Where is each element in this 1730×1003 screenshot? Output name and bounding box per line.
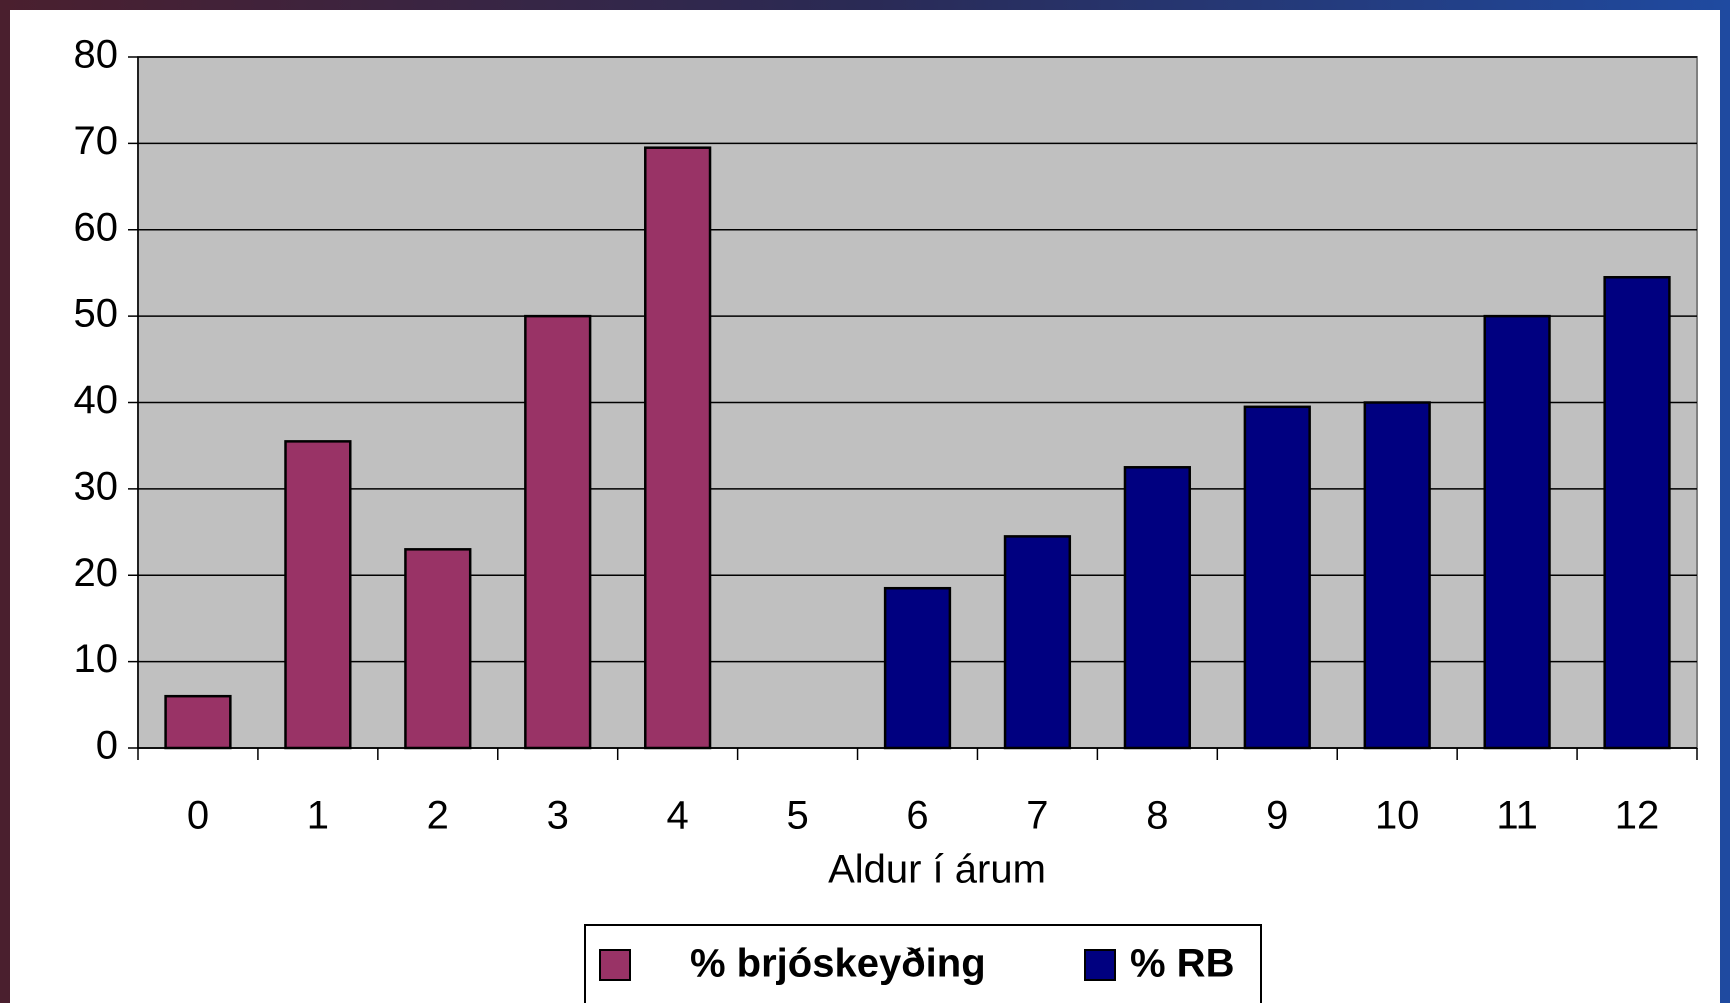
- x-tick-label: 9: [1266, 794, 1288, 838]
- legend-swatch: [599, 949, 631, 981]
- x-tick-label: 0: [187, 794, 209, 838]
- x-tick-label: 7: [1026, 794, 1048, 838]
- x-tick-label: 12: [1615, 794, 1660, 838]
- y-tick-label: 50: [74, 292, 119, 336]
- x-tick-label: 6: [906, 794, 928, 838]
- y-tick-label: 80: [74, 33, 119, 77]
- bar: [1483, 314, 1551, 750]
- x-tick-label: 11: [1496, 794, 1538, 838]
- x-tick-label: 8: [1146, 794, 1168, 838]
- y-tick-label: 70: [74, 119, 119, 163]
- bar: [404, 548, 472, 750]
- bar: [883, 586, 952, 750]
- bar: [1243, 405, 1311, 750]
- x-tick-label: 1: [307, 794, 329, 838]
- legend-swatch: [1084, 949, 1116, 981]
- y-tick-label: 30: [74, 464, 119, 508]
- x-tick-label: 4: [667, 794, 689, 838]
- x-tick-label: 2: [427, 794, 449, 838]
- y-tick-label: 0: [96, 724, 118, 768]
- bar: [524, 314, 592, 750]
- bar: [644, 146, 712, 750]
- legend: [584, 924, 1262, 1003]
- bar: [1123, 466, 1191, 750]
- x-tick-label: 10: [1375, 794, 1420, 838]
- x-axis-label: Aldur í árum: [828, 848, 1046, 892]
- y-tick-label: 10: [74, 637, 119, 681]
- x-tick-label: 3: [547, 794, 569, 838]
- bar: [1003, 535, 1072, 750]
- legend-label: % brjóskeyðing: [690, 942, 986, 986]
- x-tick-label: 5: [786, 794, 808, 838]
- legend-label: % RB: [1130, 942, 1234, 986]
- bar: [1603, 276, 1671, 750]
- bar: [1363, 401, 1431, 750]
- bar: [284, 440, 352, 750]
- bar: [164, 694, 232, 750]
- y-tick-label: 40: [74, 378, 119, 422]
- y-tick-label: 60: [74, 205, 119, 249]
- y-tick-label: 20: [74, 551, 119, 595]
